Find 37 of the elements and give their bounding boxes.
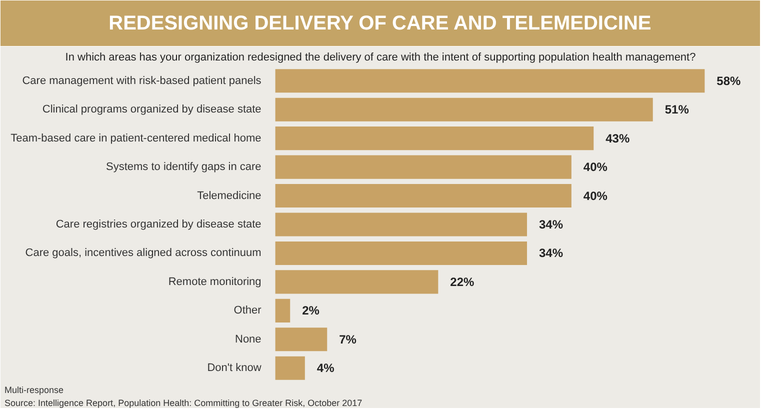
bar xyxy=(275,126,594,150)
source-note: Source: Intelligence Report, Population Health: Committing to Greater Risk, October 2017 xyxy=(4,398,362,408)
data-label: 43% xyxy=(606,131,630,146)
y-tick-label: None xyxy=(235,333,262,346)
y-tick-label: Remote monitoring xyxy=(168,276,262,288)
data-label: 22% xyxy=(450,274,475,289)
data-label: 4% xyxy=(316,361,335,376)
bar xyxy=(275,328,328,352)
y-tick-label: Team-based care in patient-centered medical home xyxy=(10,132,262,144)
bar xyxy=(275,98,653,122)
data-label: 40% xyxy=(583,188,608,203)
bar xyxy=(275,298,290,322)
y-tick-label: Don't know xyxy=(207,362,262,374)
data-label: 51% xyxy=(664,102,690,117)
data-label: 58% xyxy=(716,74,742,88)
bar xyxy=(275,155,572,179)
y-tick-label: Other xyxy=(234,304,262,317)
bar xyxy=(275,241,528,266)
y-tick-label: Care registries organized by disease state xyxy=(56,218,262,230)
y-tick-label: Care management with risk-based patient panels xyxy=(22,74,262,87)
y-tick-label: Systems to identify gaps in care xyxy=(106,161,262,174)
bar xyxy=(275,212,528,236)
text: Multi-response xyxy=(4,385,64,395)
bar xyxy=(275,270,438,294)
data-label: 34% xyxy=(539,246,564,260)
bar xyxy=(275,184,572,208)
data-label: 34% xyxy=(539,218,564,232)
chart-subtitle: In which areas has your organization redesigned the delivery of care with the intent of supporting population health management? xyxy=(65,52,696,64)
data-label: 7% xyxy=(339,332,357,346)
y-tick-label: Care goals, incentives aligned across continuum xyxy=(25,247,262,260)
data-label: 40% xyxy=(583,160,608,174)
data-label: 2% xyxy=(302,304,320,318)
y-tick-label: Telemedicine xyxy=(197,190,262,202)
bar xyxy=(275,356,305,380)
chart-title: REDESIGNING DELIVERY OF CARE AND TELEMEDICINE xyxy=(108,12,652,34)
y-tick-label: Clinical programs organized by disease state xyxy=(42,104,262,116)
bar xyxy=(275,69,705,93)
